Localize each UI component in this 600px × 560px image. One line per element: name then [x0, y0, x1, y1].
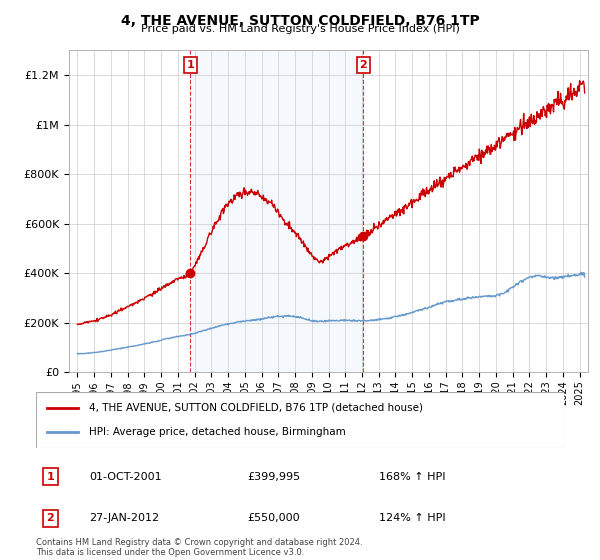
- Text: 4, THE AVENUE, SUTTON COLDFIELD, B76 1TP (detached house): 4, THE AVENUE, SUTTON COLDFIELD, B76 1TP…: [89, 403, 423, 413]
- Text: 168% ↑ HPI: 168% ↑ HPI: [379, 472, 446, 482]
- Text: 27-JAN-2012: 27-JAN-2012: [89, 514, 159, 523]
- Text: Contains HM Land Registry data © Crown copyright and database right 2024.
This d: Contains HM Land Registry data © Crown c…: [36, 538, 362, 557]
- Text: 1: 1: [187, 60, 194, 70]
- Text: 4, THE AVENUE, SUTTON COLDFIELD, B76 1TP: 4, THE AVENUE, SUTTON COLDFIELD, B76 1TP: [121, 14, 479, 28]
- Text: HPI: Average price, detached house, Birmingham: HPI: Average price, detached house, Birm…: [89, 427, 346, 437]
- Text: 01-OCT-2001: 01-OCT-2001: [89, 472, 161, 482]
- Text: £399,995: £399,995: [247, 472, 301, 482]
- Text: 1: 1: [47, 472, 55, 482]
- Text: £550,000: £550,000: [247, 514, 300, 523]
- Bar: [190, 50, 363, 372]
- Text: 2: 2: [47, 514, 55, 523]
- Text: 2: 2: [359, 60, 367, 70]
- Text: 124% ↑ HPI: 124% ↑ HPI: [379, 514, 446, 523]
- Text: Price paid vs. HM Land Registry's House Price Index (HPI): Price paid vs. HM Land Registry's House …: [140, 24, 460, 34]
